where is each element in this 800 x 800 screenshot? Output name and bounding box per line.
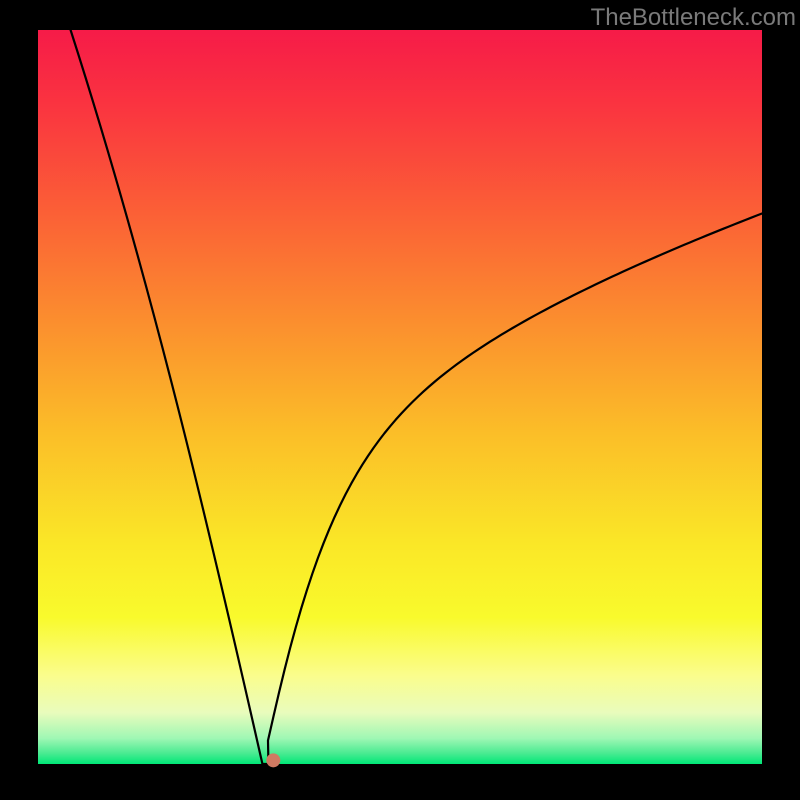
gradient-plot-area bbox=[38, 30, 762, 764]
chart-root: TheBottleneck.com bbox=[0, 0, 800, 800]
watermark-text: TheBottleneck.com bbox=[591, 4, 796, 32]
